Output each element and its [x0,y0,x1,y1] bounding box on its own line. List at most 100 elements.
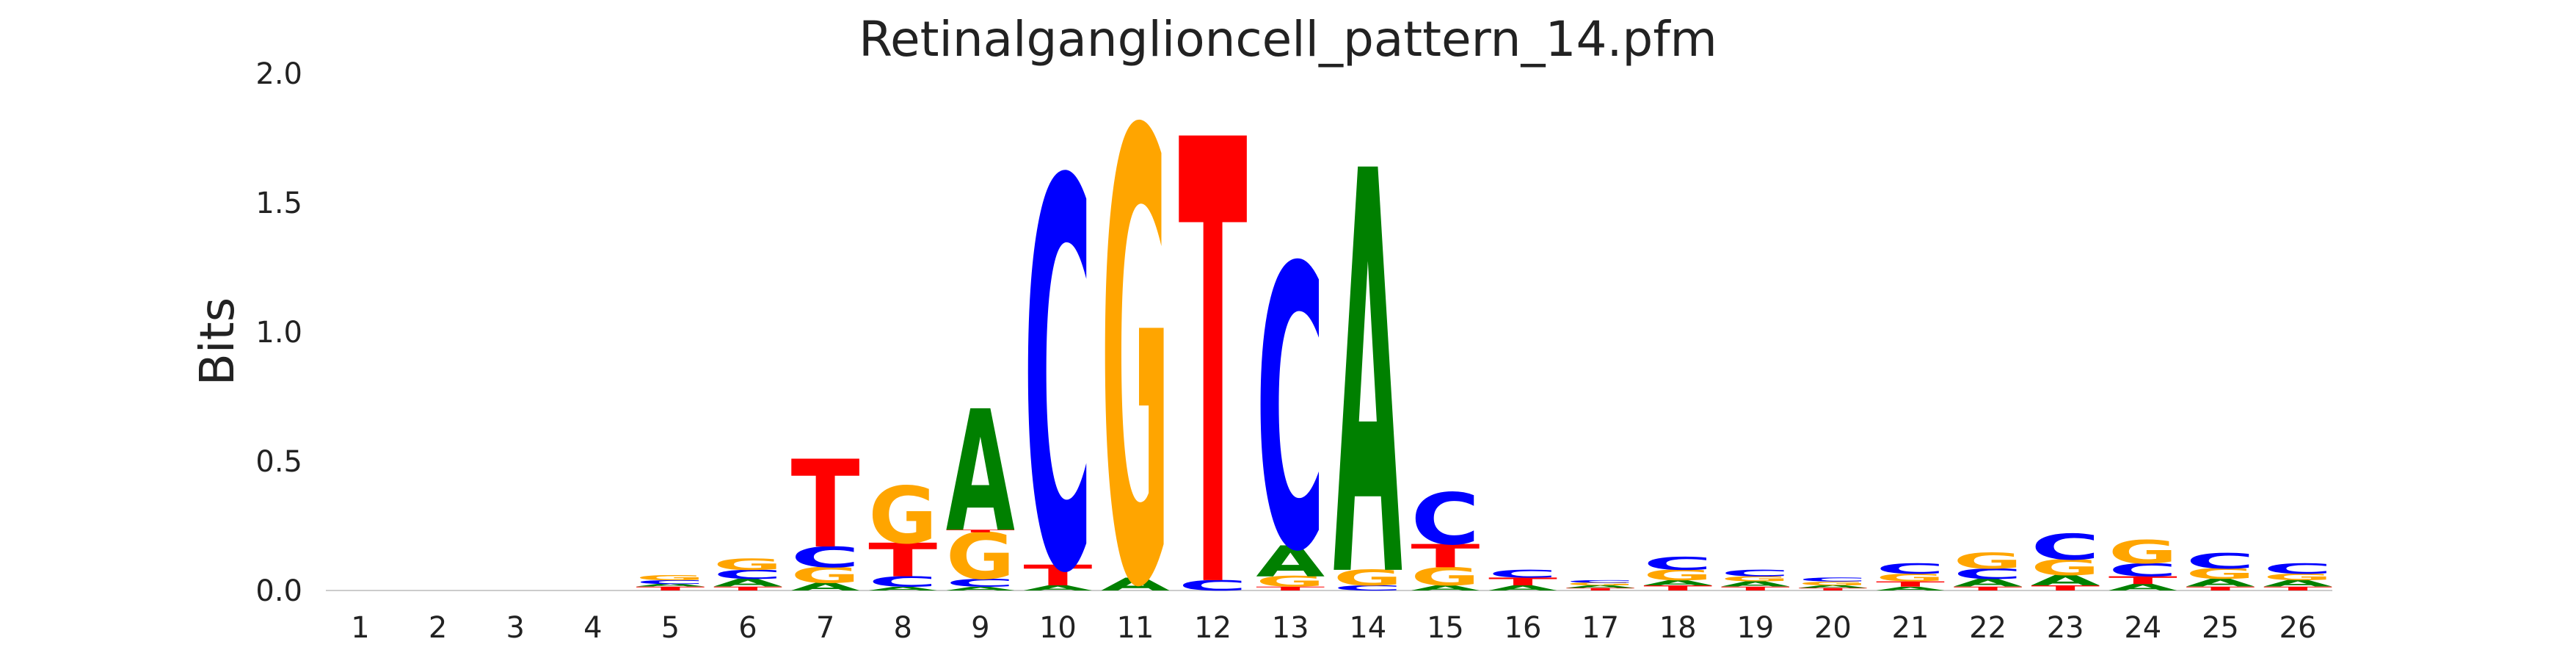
logo-letter-T: T [1798,588,1867,592]
logo-letter-G: G [1256,574,1325,590]
logo-letter-C: C [636,579,705,585]
x-tick-label: 12 [1194,611,1231,645]
logo-letter-T: T [791,434,860,575]
logo-letter-A: A [2109,582,2177,593]
x-tick-label: 3 [506,611,524,645]
logo-letter-C: C [1334,584,1402,592]
x-tick-label: 25 [2202,611,2239,645]
x-tick-label: 5 [661,611,680,645]
y-tick-label: 2.0 [255,57,302,91]
x-tick-label: 15 [1427,611,1464,645]
logo-letter-T: T [1179,15,1248,661]
x-tick-label: 4 [583,611,602,645]
logo-letter-T: T [1643,584,1713,592]
logo-letter-A: A [946,375,1015,569]
logo-letter-A: A [1101,574,1170,595]
y-axis-ticks: 0.0 0.5 1.0 1.5 2.0 [255,57,2332,608]
chart-title: Retinalganglioncell_pattern_14.pfm [859,11,1717,68]
y-axis-label: Bits [191,297,245,386]
logo-letter-A: A [1488,584,1557,592]
logo-letter-A: A [1256,538,1325,587]
logo-letter-C: C [1876,560,1945,577]
logo-letter-G: G [2109,534,2177,571]
logo-letter-G: G [1566,582,1635,587]
logo-letter-G: G [1334,566,1402,590]
logo-letter-G: G [1411,563,1480,591]
logo-letter-A: A [1954,577,2023,589]
logo-letter-G: G [2031,555,2100,580]
logo-letter-C: C [1721,568,1790,579]
x-tick-label: 20 [1814,611,1852,645]
x-tick-label: 23 [2047,611,2084,645]
logo-letter-A: A [713,577,782,589]
logo-letter-G: G [2263,572,2332,582]
x-tick-label: 13 [1272,611,1309,645]
x-tick-label: 1 [351,611,369,645]
logo-letter-G: G [1721,575,1790,583]
logo-letter-T: T [1023,559,1092,592]
logo-letter-C: C [1411,478,1480,560]
logo-letter-A: A [2186,577,2255,589]
logo-letter-C: C [2186,549,2255,574]
logo-letter-C: C [1023,71,1092,661]
logo-letter-T: T [1954,585,2023,591]
x-tick-label: 14 [1349,611,1386,645]
logo-letter-G: G [1954,549,2023,574]
x-tick-label: 8 [893,611,912,645]
x-tick-label: 7 [816,611,834,645]
logo-letter-T: T [1411,538,1480,575]
logo-letter-A: A [1643,579,1712,587]
logo-letter-G: G [1101,5,1170,661]
x-tick-label: 19 [1736,611,1774,645]
logo-letter-T: T [1488,576,1557,588]
logo-letter-C: C [713,567,782,582]
logo-letter-C: C [1566,579,1635,584]
logo-letter-G: G [2186,566,2255,582]
x-tick-label: 17 [1582,611,1619,645]
x-tick-label: 9 [971,611,989,645]
logo-letter-C: C [868,574,937,590]
logo-letter-C: C [2109,560,2177,580]
logo-letter-G: G [636,574,705,582]
logo-letter-C: C [1798,577,1867,582]
logo-letter-T: T [636,585,705,591]
logo-letter-A: A [1876,585,1946,591]
logo-letter-A: A [2263,579,2332,589]
x-tick-label: 21 [1892,611,1929,645]
x-tick-label: 6 [738,611,757,645]
logo-letter-G: G [791,563,860,588]
logo-letter-T: T [2263,585,2333,591]
y-tick-label: 1.5 [255,187,302,220]
x-tick-label: 22 [1969,611,2006,645]
logo-letter-T: T [713,585,783,591]
logo-letter-A: A [868,585,938,591]
logo-letter-T: T [2186,585,2255,591]
logo-letter-A: A [1566,585,1636,589]
logo-letter-T: T [1566,588,1635,592]
logo-letter-A: A [1798,585,1868,589]
logo-letter-A: A [1411,584,1480,592]
logo-letter-A: A [946,585,1016,591]
logo-letter-G: G [1798,580,1867,586]
x-tick-label: 11 [1117,611,1154,645]
logo-letter-C: C [2263,560,2332,577]
logo-letter-T: T [2031,584,2100,592]
x-tick-label: 16 [1505,611,1542,645]
logo-letter-A: A [2031,572,2100,589]
x-tick-label: 26 [2280,611,2317,645]
logo-letter-G: G [946,520,1015,594]
logo-letter-G: G [713,555,782,574]
logo-letter-C: C [791,541,860,574]
x-tick-label: 2 [429,611,447,645]
x-tick-label: 10 [1039,611,1077,645]
logo-letter-G: G [1643,567,1712,583]
logo-letter-T: T [868,534,937,588]
y-tick-label: 0.5 [255,445,302,479]
logo-letter-G: G [868,471,937,562]
logo-letter-C: C [1643,553,1712,574]
y-tick-label: 0.0 [255,574,302,608]
logo-letter-A: A [1023,584,1092,592]
logo-letter-C: C [1488,568,1557,580]
logo-letter-C: C [946,577,1015,589]
